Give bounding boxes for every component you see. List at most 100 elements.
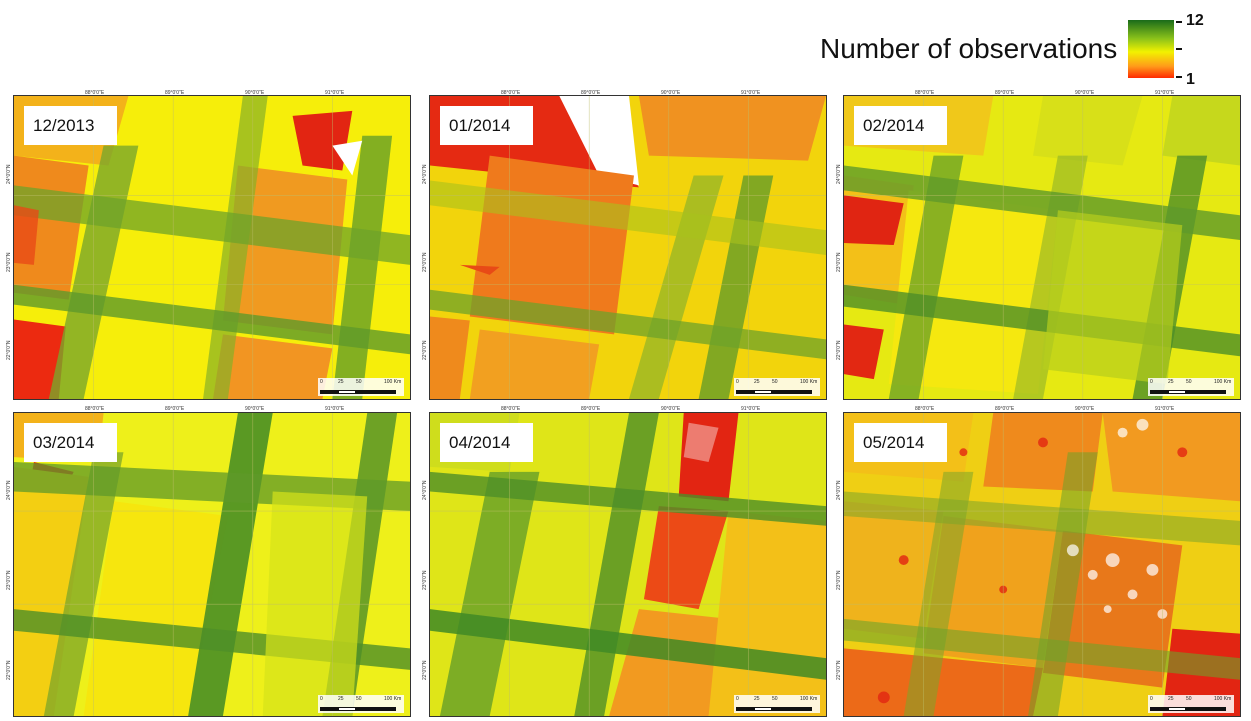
lat-label: 22°0'0"N: [836, 660, 842, 680]
scale-label: 100 Km: [800, 379, 818, 385]
lon-label: 91°0'0"E: [1155, 90, 1175, 96]
lat-label: 22°0'0"N: [6, 660, 12, 680]
observation-map: [844, 413, 1240, 716]
legend-title: Number of observations: [820, 33, 1118, 64]
scale-segment: [1168, 707, 1186, 711]
scale-label: 0: [736, 379, 739, 385]
lon-label: 90°0'0"E: [245, 90, 265, 96]
panel-date-label: 01/2014: [440, 106, 533, 145]
observation-map: [14, 413, 410, 716]
panel-date-label: 05/2014: [854, 423, 947, 462]
lat-label: 22°0'0"N: [6, 340, 12, 360]
map-panel: 12/2013 0 25 50 100 Km: [13, 95, 411, 400]
scale-label: 25: [754, 379, 760, 385]
scale-segment: [736, 390, 754, 394]
scale-segment: [1186, 707, 1226, 711]
lon-label: 91°0'0"E: [741, 90, 761, 96]
scale-segment: [320, 707, 338, 711]
scale-segment: [736, 707, 754, 711]
lat-label: 22°0'0"N: [422, 340, 428, 360]
scale-label: 100 Km: [384, 696, 402, 702]
scale-bar: 0 25 50 100 Km: [1148, 695, 1234, 713]
scale-label: 25: [1168, 696, 1174, 702]
lon-label: 88°0'0"E: [915, 406, 935, 412]
lon-label: 90°0'0"E: [1075, 90, 1095, 96]
lon-label: 89°0'0"E: [995, 406, 1015, 412]
scale-segment: [754, 390, 772, 394]
scale-segment: [338, 390, 356, 394]
lat-label: 23°0'0"N: [6, 252, 12, 272]
lon-label: 89°0'0"E: [581, 90, 601, 96]
lon-label: 90°0'0"E: [1075, 406, 1095, 412]
observation-map: [430, 96, 826, 399]
lon-label: 89°0'0"E: [165, 406, 185, 412]
lat-label: 23°0'0"N: [422, 570, 428, 590]
lat-label: 22°0'0"N: [836, 340, 842, 360]
legend-min-label: 1: [1186, 71, 1195, 88]
lon-label: 88°0'0"E: [85, 406, 105, 412]
scale-label: 50: [1186, 379, 1192, 385]
scale-bar: 0 25 50 100 Km: [318, 378, 404, 396]
lon-label: 89°0'0"E: [581, 406, 601, 412]
legend-tick-max: [1176, 21, 1182, 23]
scale-bar: 0 25 50 100 Km: [734, 695, 820, 713]
scale-segment: [356, 390, 396, 394]
lon-label: 89°0'0"E: [165, 90, 185, 96]
scale-segment: [338, 707, 356, 711]
scale-bar: 0 25 50 100 Km: [1148, 378, 1234, 396]
scale-segment: [1150, 707, 1168, 711]
legend-max-label: 12: [1186, 12, 1204, 29]
scale-segment: [754, 707, 772, 711]
lat-label: 24°0'0"N: [6, 164, 12, 184]
scale-label: 0: [736, 696, 739, 702]
lon-label: 88°0'0"E: [915, 90, 935, 96]
observation-map: [844, 96, 1240, 399]
lat-label: 23°0'0"N: [422, 252, 428, 272]
scale-label: 100 Km: [1214, 379, 1232, 385]
lon-label: 90°0'0"E: [661, 90, 681, 96]
map-panel: 02/2014 0 25 50 100 Km: [843, 95, 1241, 400]
scale-segment: [1186, 390, 1226, 394]
scale-label: 0: [1150, 696, 1153, 702]
scale-segment: [772, 390, 812, 394]
map-panel: 01/2014 0 25 50 100 Km: [429, 95, 827, 400]
map-panel: 04/2014 0 25 50 100 Km: [429, 412, 827, 717]
map-panel: 05/2014 0 25 50 100 Km: [843, 412, 1241, 717]
lat-label: 24°0'0"N: [836, 164, 842, 184]
lon-label: 88°0'0"E: [501, 406, 521, 412]
scale-label: 0: [1150, 379, 1153, 385]
panel-date-label: 03/2014: [24, 423, 117, 462]
lon-label: 91°0'0"E: [325, 406, 345, 412]
lat-label: 22°0'0"N: [422, 660, 428, 680]
scale-segment: [320, 390, 338, 394]
scale-label: 50: [356, 696, 362, 702]
scale-label: 0: [320, 379, 323, 385]
lat-label: 24°0'0"N: [422, 164, 428, 184]
scale-segment: [356, 707, 396, 711]
map-panel: 03/2014 0 25 50 100 Km: [13, 412, 411, 717]
lon-label: 88°0'0"E: [85, 90, 105, 96]
panel-date-label: 04/2014: [440, 423, 533, 462]
lon-label: 89°0'0"E: [995, 90, 1015, 96]
scale-segment: [1168, 390, 1186, 394]
lat-label: 23°0'0"N: [6, 570, 12, 590]
scale-label: 100 Km: [384, 379, 402, 385]
lat-label: 24°0'0"N: [422, 480, 428, 500]
scale-label: 25: [754, 696, 760, 702]
scale-label: 25: [1168, 379, 1174, 385]
lon-label: 91°0'0"E: [741, 406, 761, 412]
scale-label: 50: [772, 379, 778, 385]
lat-label: 23°0'0"N: [836, 570, 842, 590]
scale-label: 25: [338, 696, 344, 702]
observation-map: [430, 413, 826, 716]
legend-tick-min: [1176, 76, 1182, 78]
scale-label: 50: [772, 696, 778, 702]
lon-label: 91°0'0"E: [1155, 406, 1175, 412]
lat-label: 24°0'0"N: [6, 480, 12, 500]
panel-date-label: 12/2013: [24, 106, 117, 145]
legend-color-ramp: [1128, 20, 1174, 78]
scale-bar: 0 25 50 100 Km: [734, 378, 820, 396]
lat-label: 24°0'0"N: [836, 480, 842, 500]
scale-segment: [772, 707, 812, 711]
scale-label: 100 Km: [1214, 696, 1232, 702]
